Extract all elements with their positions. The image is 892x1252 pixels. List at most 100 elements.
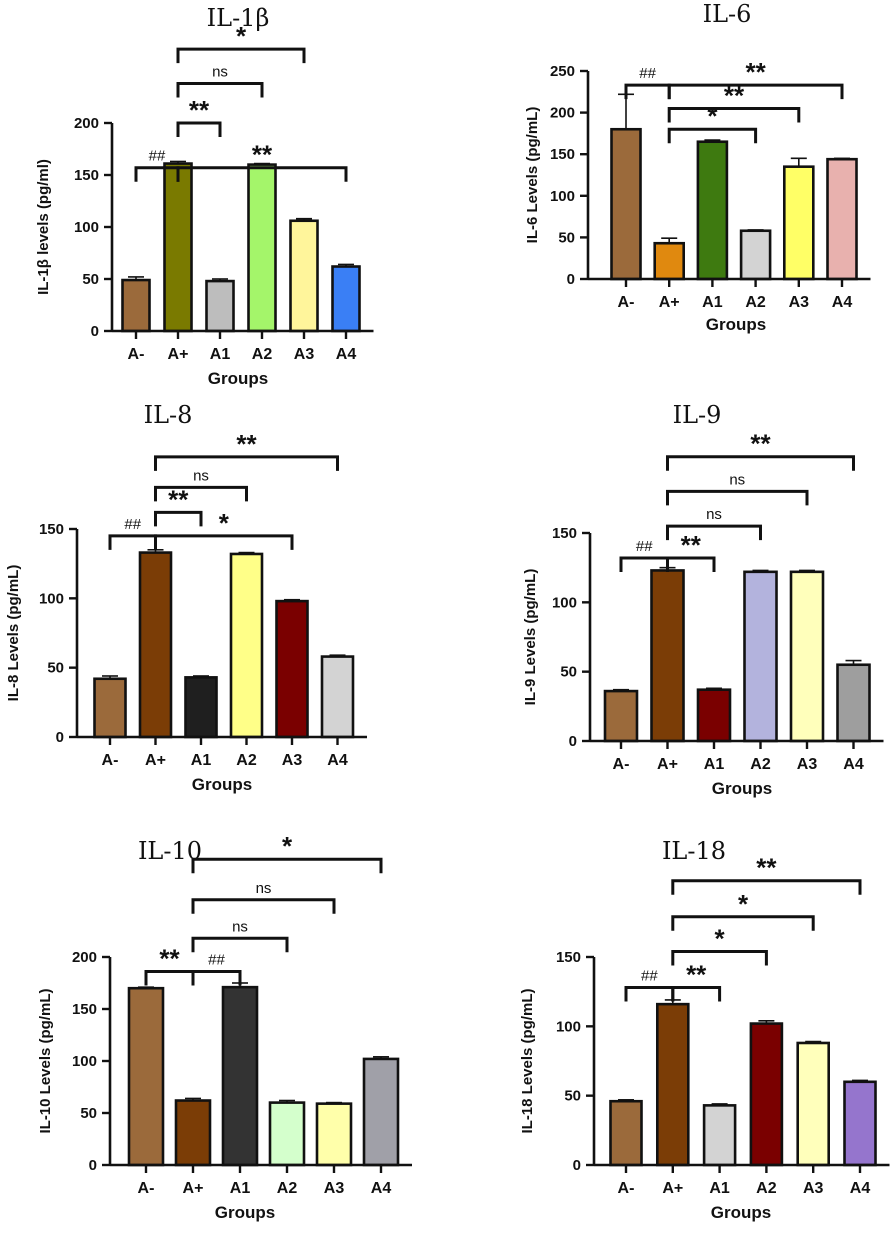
bar	[653, 241, 686, 281]
y-tick-label: 150	[556, 949, 581, 966]
significance-label: **	[756, 853, 777, 883]
significance-bracket	[154, 455, 339, 471]
significance-label: **	[686, 960, 707, 990]
y-axis-label: IL-10 Levels (pg/mL)	[37, 988, 54, 1133]
bar	[315, 1102, 353, 1167]
x-tick-label: A3	[282, 752, 303, 769]
bar	[843, 1080, 877, 1167]
x-axis-label: Groups	[208, 369, 268, 388]
bar	[650, 569, 685, 743]
significance-label: ns	[729, 471, 745, 488]
significance-bracket	[667, 106, 801, 123]
y-tick-label: 50	[82, 271, 99, 288]
significance-bracket	[671, 949, 768, 966]
bar	[836, 663, 871, 743]
bar	[229, 552, 264, 739]
significance-label: *	[236, 21, 247, 51]
y-tick-label: 0	[569, 733, 577, 750]
chart-panel-3: IL-8 IL-8 Levels (pg/mL) 0 50 100 150 A- A+ A1 A2…	[5, 401, 367, 794]
bar	[743, 570, 778, 743]
significance-bracket	[154, 485, 248, 502]
bar	[609, 1099, 643, 1167]
x-tick-label: A+	[145, 752, 166, 769]
y-axis-label: IL-8 Levels (pg/mL)	[5, 565, 22, 702]
significance-label: *	[707, 101, 718, 131]
x-axis-label: Groups	[192, 775, 252, 794]
significance-bracket	[191, 898, 336, 914]
x-tick-label: A-	[618, 294, 635, 311]
bar	[603, 689, 639, 743]
chart-panel-5: IL-10 IL-10 Levels (pg/mL) 0 50 100 150 200 A- A…	[37, 831, 412, 1222]
chart-panel-1: IL-1β IL-1β levels (pg/ml) 0 50 100 150 200 A- A…	[35, 4, 374, 388]
x-tick-label: A2	[745, 294, 766, 311]
x-tick-label: A4	[843, 756, 864, 773]
significance-label: ns	[256, 880, 272, 897]
y-axis-label: IL-18 Levels (pg/mL)	[519, 988, 536, 1133]
x-tick-label: A1	[210, 346, 231, 363]
x-tick-label: A2	[236, 752, 257, 769]
x-tick-label: A2	[750, 756, 771, 773]
bar	[138, 551, 173, 739]
significance-label: ##	[639, 65, 656, 82]
x-tick-label: A-	[613, 756, 630, 773]
significance-bracket	[154, 534, 294, 550]
bar	[268, 1101, 306, 1167]
significance-label: *	[738, 889, 749, 919]
bar	[739, 229, 772, 281]
significance-label: ns	[193, 467, 209, 484]
significance-label: **	[745, 57, 766, 87]
y-tick-label: 100	[72, 1053, 97, 1070]
significance-bracket	[667, 83, 844, 100]
bar	[174, 1099, 212, 1167]
x-tick-label: A4	[371, 1180, 392, 1197]
bar	[93, 677, 127, 739]
significance-label: *	[715, 923, 726, 953]
significance-bracket	[671, 986, 722, 1002]
chart-title: IL-9	[673, 401, 722, 429]
y-tick-label: 50	[47, 660, 64, 677]
x-tick-label: A+	[657, 756, 678, 773]
chart-panel-6: IL-18 IL-18 Levels (pg/mL) 0 50 100 150 A- A+ A1…	[519, 837, 890, 1222]
x-tick-label: A2	[252, 346, 273, 363]
bar	[331, 265, 361, 333]
significance-label: **	[681, 530, 702, 560]
y-tick-label: 100	[550, 188, 575, 205]
significance-bracket	[191, 857, 383, 874]
significance-label: ns	[706, 506, 722, 523]
significance-label: ns	[212, 63, 228, 80]
x-tick-label: A+	[659, 294, 680, 311]
x-tick-label: A3	[803, 1180, 824, 1197]
y-tick-label: 100	[39, 590, 64, 607]
bar	[127, 986, 165, 1167]
x-axis-label: Groups	[706, 315, 766, 334]
bar	[163, 162, 193, 333]
y-tick-label: 200	[72, 949, 97, 966]
bar	[121, 278, 151, 333]
x-axis-label: Groups	[712, 779, 772, 798]
bar	[362, 1057, 400, 1167]
significance-label: **	[168, 484, 189, 514]
significance-bracket	[671, 879, 862, 895]
x-tick-label: A3	[789, 294, 810, 311]
chart-title: IL-6	[703, 0, 752, 28]
significance-bracket	[671, 915, 815, 931]
significance-bracket	[666, 455, 855, 471]
x-tick-label: A2	[277, 1180, 298, 1197]
bar	[320, 655, 355, 739]
chart-panel-4: IL-9 IL-9 Levels (pg/mL) 0 50 100 150 A- A+ A1 A2…	[522, 401, 884, 798]
x-tick-label: A4	[850, 1180, 871, 1197]
chart-title: IL-8	[144, 401, 193, 429]
significance-label: **	[189, 95, 210, 125]
y-tick-label: 200	[550, 105, 575, 122]
y-tick-label: 200	[74, 115, 99, 132]
y-tick-label: 150	[74, 167, 99, 184]
y-tick-label: 50	[80, 1105, 97, 1122]
bar	[184, 676, 218, 739]
significance-bracket	[666, 556, 716, 572]
y-axis-label: IL-9 Levels (pg/mL)	[522, 569, 539, 706]
bar	[782, 165, 815, 281]
significance-label: ##	[641, 968, 658, 985]
y-tick-label: 50	[558, 229, 575, 246]
significance-bracket	[176, 47, 306, 64]
